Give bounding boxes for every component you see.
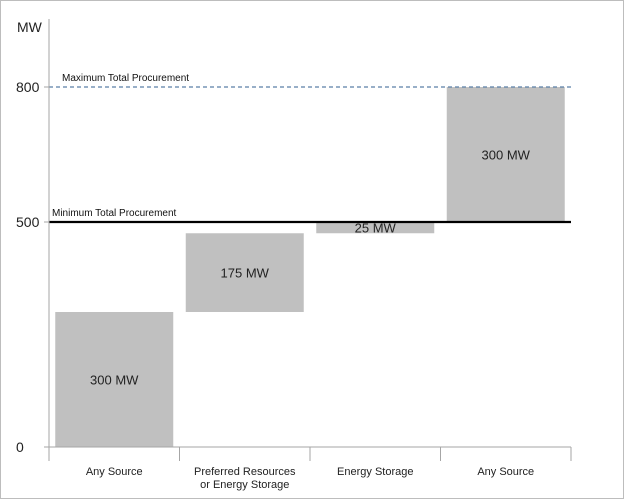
- bars-layer: [55, 87, 565, 447]
- category-label-1: Any Source: [86, 466, 143, 478]
- labels-layer: 300 MW 175 MW 25 MW 300 MW Minimum Total Pro…: [16, 19, 534, 491]
- category-label-2: or Energy Storage: [200, 479, 289, 491]
- category-label-4: Any Source: [477, 466, 534, 478]
- maximum-procurement-label: Maximum Total Procurement: [62, 73, 189, 84]
- y-tick-label: 0: [16, 439, 24, 455]
- y-axis-label: MW: [17, 19, 43, 35]
- bar-1-label: 300 MW: [90, 373, 139, 388]
- bar-2-label: 175 MW: [221, 266, 270, 281]
- bar-2: [185, 233, 304, 312]
- minimum-procurement-label: Minimum Total Procurement: [52, 208, 177, 219]
- bar-3-label: 25 MW: [355, 221, 397, 236]
- bar-3: [316, 222, 435, 234]
- bar-1: [55, 312, 174, 447]
- category-label-3: Energy Storage: [337, 466, 413, 478]
- bar-4-label: 300 MW: [482, 148, 531, 163]
- y-tick-label: 500: [16, 214, 40, 230]
- bar-4: [446, 87, 565, 222]
- reference-lines-layer: [49, 86, 571, 224]
- y-tick-label: 800: [16, 79, 40, 95]
- axes-layer: [44, 19, 572, 461]
- category-label-2: Preferred Resources: [194, 466, 296, 478]
